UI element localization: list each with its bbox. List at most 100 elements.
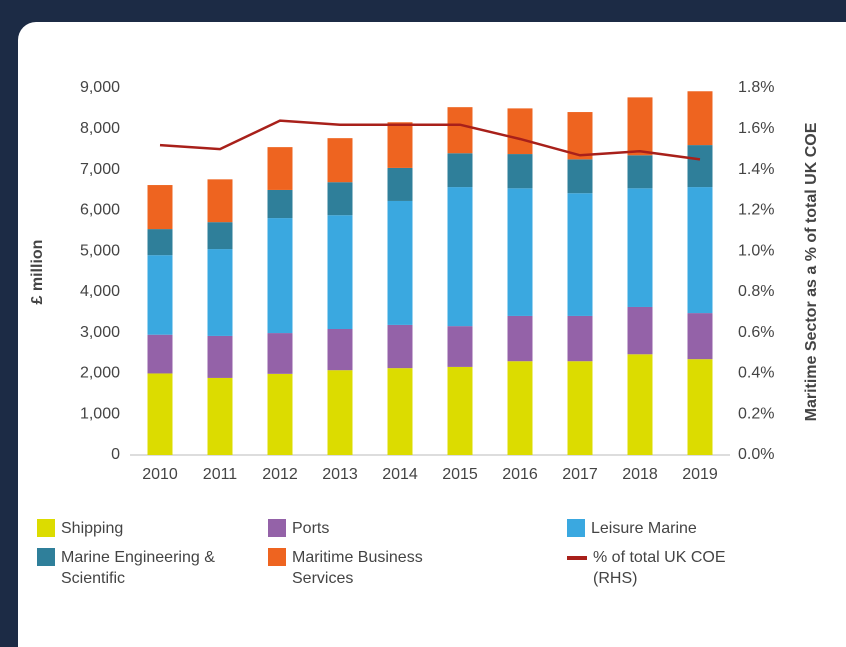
- legend-item: Ports: [268, 518, 467, 539]
- bar-segment: [147, 229, 173, 256]
- x-tick-label: 2016: [502, 466, 538, 483]
- y2-tick-label: 0.4%: [738, 365, 774, 382]
- bar-segment: [327, 182, 353, 216]
- bar-segment: [147, 185, 173, 230]
- x-tick-label: 2014: [382, 466, 418, 483]
- bar-segment: [567, 361, 593, 455]
- y-tick-label: 0: [111, 446, 120, 463]
- bar-segment: [447, 366, 473, 455]
- y2-tick-label: 1.6%: [738, 120, 774, 137]
- y2-tick-label: 0.8%: [738, 283, 774, 300]
- y-tick-label: 8,000: [80, 120, 120, 137]
- x-tick-label: 2018: [622, 466, 658, 483]
- legend-label: Ports: [292, 520, 330, 537]
- bar-segment: [687, 359, 713, 455]
- bar-segment: [147, 373, 173, 455]
- y2-axis-label: Maritime Sector as a % of total UK COE: [803, 122, 820, 421]
- y-tick-label: 6,000: [80, 202, 120, 219]
- bar-segment: [267, 373, 293, 455]
- bar-segment: [207, 222, 233, 250]
- bar-segment: [327, 370, 353, 455]
- bar-segment: [627, 155, 653, 189]
- x-tick-label: 2012: [262, 466, 298, 483]
- y2-tick-label: 1.0%: [738, 242, 774, 259]
- bar-segment: [447, 107, 473, 154]
- y2-tick-label: 1.8%: [738, 79, 774, 96]
- bar-segment: [687, 187, 713, 314]
- bar-segment: [207, 335, 233, 378]
- bar-segment: [207, 179, 233, 223]
- bar-segment: [327, 215, 353, 329]
- bar-segment: [327, 138, 353, 183]
- bar-segment: [387, 122, 413, 168]
- y2-tick-label: 0.2%: [738, 405, 774, 422]
- legend-swatch: [567, 519, 585, 537]
- bar-segment: [147, 334, 173, 374]
- x-tick-label: 2015: [442, 466, 478, 483]
- legend-item: % of total UK COE (RHS): [567, 547, 768, 589]
- x-tick-label: 2017: [562, 466, 598, 483]
- y2-tick-label: 0.0%: [738, 446, 774, 463]
- legend-label: Shipping: [61, 520, 124, 537]
- legend-label: Leisure Marine: [591, 520, 697, 537]
- bar-segment: [267, 333, 293, 374]
- bar-segment: [267, 218, 293, 334]
- bar-segment: [387, 368, 413, 455]
- bar-segment: [687, 91, 713, 146]
- y-tick-label: 7,000: [80, 161, 120, 178]
- bar-segment: [267, 147, 293, 190]
- legend-label: Marine Engineering & Scientific: [61, 549, 215, 587]
- x-tick-label: 2019: [682, 466, 718, 483]
- x-tick-label: 2011: [203, 466, 238, 483]
- bar-segment: [147, 255, 173, 335]
- bar-segment: [627, 188, 653, 307]
- y-tick-label: 4,000: [80, 283, 120, 300]
- bar-segment: [387, 167, 413, 201]
- y-axis-label: £ million: [29, 240, 46, 305]
- legend-item: Maritime Business Services: [268, 547, 467, 589]
- bar-segment: [327, 328, 353, 371]
- bar-segment: [447, 187, 473, 327]
- bar-segment: [447, 326, 473, 367]
- y-tick-label: 1,000: [80, 405, 120, 422]
- bar-segment: [507, 188, 533, 316]
- bar-segment: [567, 112, 593, 160]
- y-tick-label: 5,000: [80, 242, 120, 259]
- legend-item: Leisure Marine: [567, 518, 766, 539]
- y-tick-label: 3,000: [80, 324, 120, 341]
- bar-segment: [627, 306, 653, 355]
- legend-swatch: [567, 556, 587, 560]
- x-tick-label: 2013: [322, 466, 358, 483]
- legend-swatch: [37, 519, 55, 537]
- y2-tick-label: 0.6%: [738, 324, 774, 341]
- bar-segment: [507, 108, 533, 155]
- y-tick-label: 9,000: [80, 79, 120, 96]
- bar-segment: [507, 154, 533, 189]
- legend-label: Maritime Business Services: [292, 549, 423, 587]
- legend-label: % of total UK COE (RHS): [593, 549, 726, 587]
- x-tick-label: 2010: [142, 466, 178, 483]
- bar-segment: [387, 324, 413, 369]
- bar-segment: [387, 200, 413, 325]
- bar-segment: [687, 313, 713, 360]
- legend-swatch: [268, 519, 286, 537]
- legend-item: Marine Engineering & Scientific: [37, 547, 229, 589]
- bar-segment: [687, 145, 713, 188]
- bar-segment: [567, 315, 593, 362]
- bar-segment: [447, 153, 473, 188]
- line: [159, 119, 701, 161]
- y2-tick-label: 1.4%: [738, 161, 774, 178]
- bar-segment: [567, 193, 593, 316]
- bar-segment: [507, 361, 533, 455]
- bar-segment: [627, 354, 653, 455]
- bar-segment: [507, 315, 533, 362]
- bar-segment: [267, 189, 293, 219]
- legend-item: Shipping: [37, 518, 236, 539]
- bar-segment: [207, 249, 233, 336]
- y2-tick-label: 1.2%: [738, 202, 774, 219]
- legend-swatch: [37, 548, 55, 566]
- legend-swatch: [268, 548, 286, 566]
- bar-segment: [207, 377, 233, 455]
